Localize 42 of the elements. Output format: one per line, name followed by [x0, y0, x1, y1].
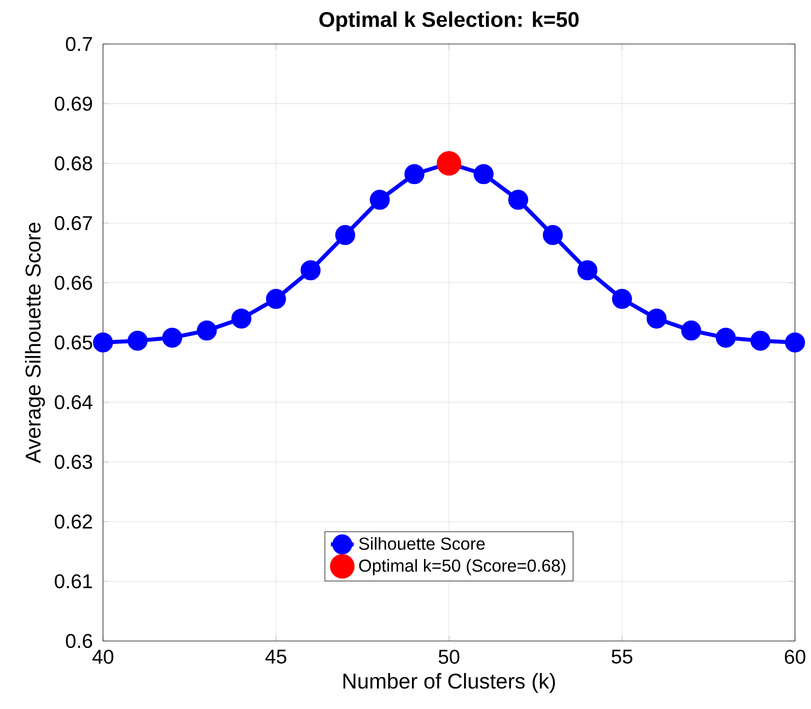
y-tick-label: 0.67: [54, 216, 92, 230]
y-tick-label: 0.61: [54, 574, 92, 588]
point: [231, 308, 252, 329]
x-axis-title: Number of Clusters (k): [343, 673, 555, 693]
point: [750, 330, 770, 351]
legend-label: Optimal k=50 (Score=0.68): [359, 559, 566, 576]
y-tick-label: 0.64: [54, 395, 92, 410]
point: [266, 288, 286, 309]
y-tick-label: 0.63: [54, 454, 92, 469]
point: [436, 151, 462, 176]
point: [784, 332, 805, 352]
point: [542, 225, 563, 246]
point: [508, 190, 528, 210]
point: [370, 190, 390, 210]
y-axis-title: Average Silhouette Score: [25, 222, 45, 464]
point: [404, 164, 424, 184]
point: [335, 225, 356, 246]
point: [300, 260, 321, 280]
y-tick-label: 0.68: [54, 156, 92, 170]
legend-label: Silhouette Score: [359, 537, 485, 550]
y-tick-label: 0.62: [54, 514, 92, 529]
x-tick-label: 45: [265, 650, 286, 664]
point: [196, 320, 217, 341]
y-tick-label: 0.66: [54, 276, 92, 290]
y-tick-label: 0.65: [54, 335, 92, 350]
y-tick-label: 0.7: [66, 36, 92, 52]
point: [646, 308, 667, 329]
point: [577, 260, 598, 280]
y-tick-label: 0.69: [54, 96, 92, 111]
point: [716, 328, 736, 348]
point: [612, 288, 632, 309]
point: [93, 332, 113, 352]
x-tick-label: 60: [784, 650, 806, 664]
point: [128, 330, 148, 351]
chart-title: Optimal k Selection: k=50: [319, 11, 579, 32]
point: [681, 320, 702, 341]
y-tick-label: 0.6: [66, 634, 92, 648]
x-tick-label: 50: [438, 650, 460, 664]
x-tick-label: 40: [92, 650, 114, 664]
point: [162, 328, 182, 348]
point: [474, 164, 494, 184]
x-tick-label: 55: [612, 650, 632, 664]
